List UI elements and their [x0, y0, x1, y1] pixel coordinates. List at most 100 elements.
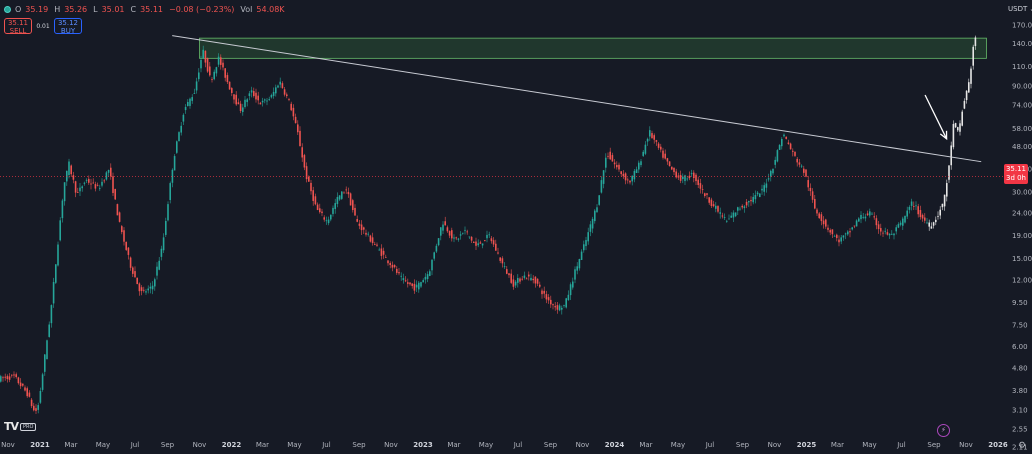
close-label: C	[130, 4, 137, 14]
x-tick-label: Mar	[64, 441, 77, 449]
candle-body	[552, 304, 554, 306]
candle-body	[347, 191, 350, 195]
candle-body	[415, 284, 418, 288]
y-tick-label: 7.50	[1012, 322, 1028, 330]
candle-body	[154, 279, 156, 287]
candle-body	[360, 224, 363, 231]
candle-body	[363, 227, 365, 230]
zone-layer	[199, 37, 987, 59]
candle-body	[719, 212, 721, 214]
candle-body	[877, 224, 880, 230]
candle-body	[470, 236, 473, 241]
candle-body	[341, 191, 343, 199]
candle-body	[481, 243, 484, 246]
flash-icon[interactable]: ⚡	[937, 424, 950, 437]
candle-body	[635, 169, 638, 173]
candle-body	[807, 180, 809, 188]
candle-body	[129, 257, 132, 268]
sell-button[interactable]: 35.11 SELL	[4, 18, 32, 35]
candle-body	[110, 167, 112, 177]
candle-body	[600, 180, 603, 193]
candle-body	[112, 176, 114, 194]
candle-body	[424, 276, 427, 280]
candle-body	[220, 57, 222, 65]
candle-body	[921, 214, 924, 219]
candle-body	[528, 274, 530, 277]
candle-body	[66, 170, 68, 182]
candle-body	[327, 219, 330, 224]
symbol-icon[interactable]	[4, 5, 11, 13]
candle-body	[125, 241, 127, 250]
low-value: 35.01	[101, 4, 125, 14]
y-tick-label: 30.00	[1012, 188, 1032, 196]
candle-body	[389, 263, 391, 265]
candle-body	[836, 234, 838, 239]
candle-body	[580, 251, 583, 260]
tradingview-logo-icon[interactable]: TV PRO	[4, 420, 37, 433]
candle-body	[336, 197, 339, 205]
candle-body	[24, 387, 26, 391]
candle-body	[765, 183, 768, 188]
x-tick-label: Sep	[161, 441, 175, 449]
candle-body	[213, 71, 215, 80]
candle-body	[605, 157, 607, 168]
candle-body	[558, 305, 561, 311]
candle-body	[275, 87, 277, 94]
candle-body	[792, 150, 794, 152]
candle-body	[464, 229, 466, 231]
candle-body	[550, 299, 552, 305]
candle-body	[818, 213, 820, 219]
candle-body	[132, 267, 134, 274]
candle-body	[28, 392, 31, 397]
candle-body	[325, 220, 328, 222]
candle-body	[418, 282, 420, 290]
axis-layer: 170.00140.00110.0090.0074.0058.0048.0038…	[1, 21, 1032, 451]
candle-body	[118, 212, 121, 222]
candle-body	[517, 278, 519, 283]
candle-body	[888, 233, 891, 236]
candle-body	[226, 75, 229, 83]
candle-body	[556, 305, 559, 310]
candle-body	[165, 221, 167, 235]
candle-body	[457, 238, 460, 240]
candle-body	[767, 178, 770, 180]
candle-body	[607, 155, 609, 157]
buy-button[interactable]: 35.12 BUY	[54, 18, 82, 35]
y-tick-label: 140.00	[1012, 40, 1032, 48]
candle-body	[851, 227, 853, 230]
candle-body	[699, 183, 702, 189]
settings-icon[interactable]: ⚙	[1017, 441, 1027, 451]
candle-body	[330, 214, 332, 220]
candle-body	[391, 264, 394, 268]
candle-body	[602, 170, 605, 184]
x-tick-label: Nov	[384, 441, 398, 449]
candle-body	[173, 156, 176, 171]
candle-body	[59, 220, 61, 241]
candle-body	[70, 165, 72, 175]
x-tick-label: 2023	[413, 441, 433, 449]
candle-body	[897, 224, 900, 228]
x-tick-label: Sep	[544, 441, 558, 449]
candle-body	[666, 158, 669, 162]
candle-body	[6, 376, 9, 380]
candle-body	[567, 294, 570, 301]
candle-body	[862, 216, 864, 218]
candle-body	[591, 218, 594, 229]
candle-body	[123, 230, 125, 242]
candle-body	[908, 206, 911, 210]
candle-body	[136, 277, 138, 285]
candle-body	[770, 170, 772, 177]
candle-body	[756, 192, 759, 195]
candle-body	[402, 278, 405, 281]
candle-body	[906, 210, 908, 217]
candle-body	[847, 231, 849, 235]
candle-body	[68, 161, 70, 176]
open-value: 35.19	[25, 4, 49, 14]
x-tick-label: Sep	[736, 441, 750, 449]
currency-selector[interactable]: USDT ⌄	[1008, 2, 1032, 16]
candle-body	[609, 151, 611, 160]
candle-body	[796, 158, 798, 163]
candle-body	[279, 81, 281, 85]
candle-body	[107, 169, 110, 173]
